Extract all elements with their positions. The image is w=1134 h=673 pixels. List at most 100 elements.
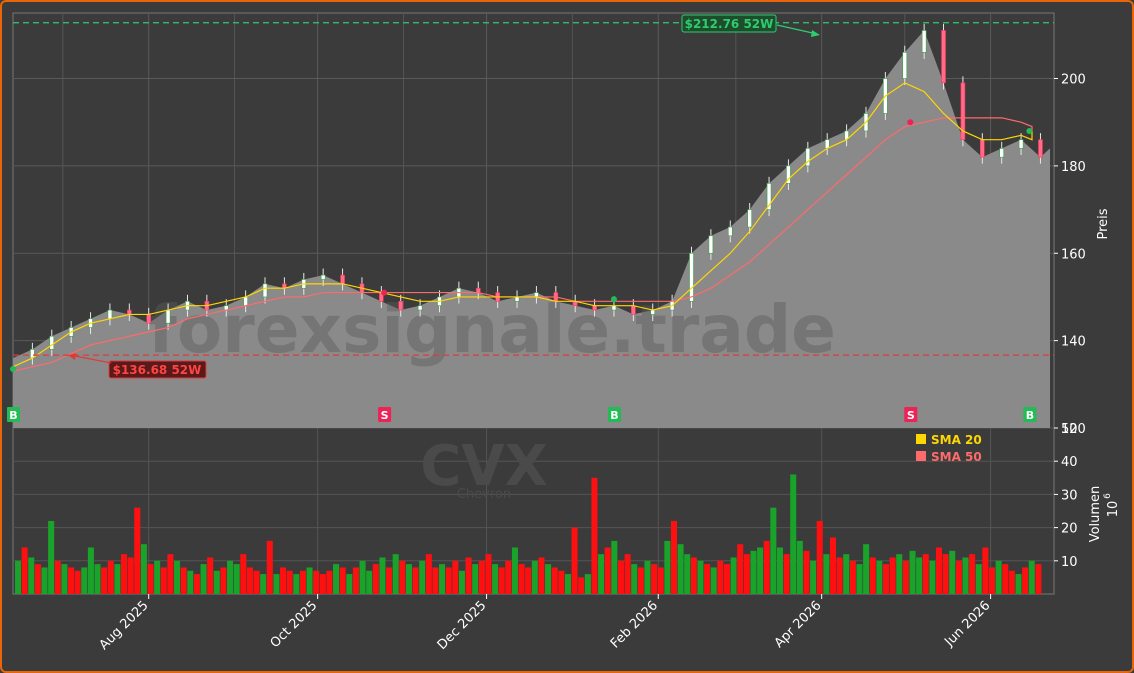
volume-bar [935,547,943,594]
candle-body [592,305,597,311]
candle-body [689,252,694,302]
candle-body [941,30,946,84]
volume-bar [140,544,147,594]
volume-bar [147,564,154,594]
x-tick-label: Jun 2026 [941,598,993,650]
volume-bar [187,570,194,594]
volume-bar [677,544,684,594]
volume-bar [352,567,359,594]
volume-bar [346,574,353,594]
signal-dot [381,289,388,296]
candle-body [805,148,811,167]
volume-bar [882,564,890,594]
candle-body [650,309,656,315]
volume-bar [127,557,134,594]
candle-body [960,82,966,140]
volume-bar [87,547,94,594]
price-tick-label: 180 [1061,160,1086,175]
volume-bar [445,567,452,594]
volume-bar [863,544,870,594]
volume-bar [220,567,227,594]
volume-bar [757,547,764,594]
x-axis: Aug 2025 Oct 2025 Dec 2025 Feb 2026 Apr 2026… [97,594,993,653]
volume-bar [644,560,651,594]
price-tick-label: 120 [1061,422,1086,437]
signal-dot [610,296,617,303]
volume-bar [876,560,883,594]
volume-bar [902,560,909,594]
volume-bar [962,557,969,594]
volume-tick-label: 20 [1061,522,1078,537]
volume-bar [571,527,578,594]
volume-bars [15,474,1042,594]
volume-bar [737,544,744,594]
volume-bar [591,477,598,594]
volume-bar [246,567,253,594]
volume-bar [723,564,730,594]
52w-high-label-box [681,14,777,33]
volume-bar [511,547,518,594]
signal-marker-buy [7,407,20,422]
52w-high-label: $212.76 52W [685,17,774,31]
watermark-text: forexsignale.trade [148,291,836,368]
signal-marker-sell [904,407,918,422]
candle-body [921,30,927,53]
price-tick-label: 200 [1061,73,1086,88]
volume-bar [498,567,505,594]
52w-high-arrowhead [811,30,820,37]
price-axis-title: Preis [1096,208,1111,239]
volume-axis-unit: 10 [1106,501,1121,518]
company-watermark: Chevron [457,487,511,502]
52w-low-label-box [108,360,207,379]
volume-bar [690,557,697,594]
sma20-line [12,82,1033,368]
volume-bar [15,560,22,594]
volume-bar [1035,564,1042,594]
signal-dot [907,119,914,126]
volume-bar [750,550,757,594]
signal-marker-sell [378,407,392,422]
x-tick-label: Aug 2025 [97,598,152,653]
volume-bar [492,564,499,594]
52w-low-label: $136.68 52W [113,363,202,377]
signal-dot [10,366,16,373]
volume-bar [651,564,658,594]
52w-low-arrow [70,354,112,364]
signal-label: S [381,409,389,422]
volume-bar [816,520,823,594]
volume-bar [286,570,293,594]
volume-bar [942,554,949,594]
volume-bar [743,554,750,594]
volume-bar [982,547,989,594]
volume-bar [180,567,187,594]
volume-bar [598,554,605,594]
volume-bar [531,560,538,594]
price-tick-label: 140 [1061,335,1086,350]
volume-bar [611,540,618,594]
volume-bar [657,567,664,594]
x-tick-label: Feb 2026 [608,598,661,651]
candle-body [766,183,772,210]
volume-bar [829,537,836,594]
volume-bar [776,547,783,594]
volume-bar [783,554,790,594]
volume-bar [41,567,48,594]
volume-bar [326,570,333,594]
volume-bar [770,507,777,594]
volume-bar [306,567,313,594]
signal-marker-buy [607,407,621,422]
volume-bar [704,564,711,594]
volume-bar [167,554,174,594]
volume-bar [505,560,512,594]
volume-bar [525,567,532,594]
volume-bar [253,570,260,594]
volume-bar [869,557,876,594]
volume-bar [684,554,691,594]
volume-bar [955,560,962,594]
volume-bar [21,547,28,594]
volume-bar [710,567,717,594]
volume-bar [730,557,737,594]
volume-bar [458,570,465,594]
candle-body [146,314,152,324]
volume-tick-label: 40 [1061,455,1078,470]
